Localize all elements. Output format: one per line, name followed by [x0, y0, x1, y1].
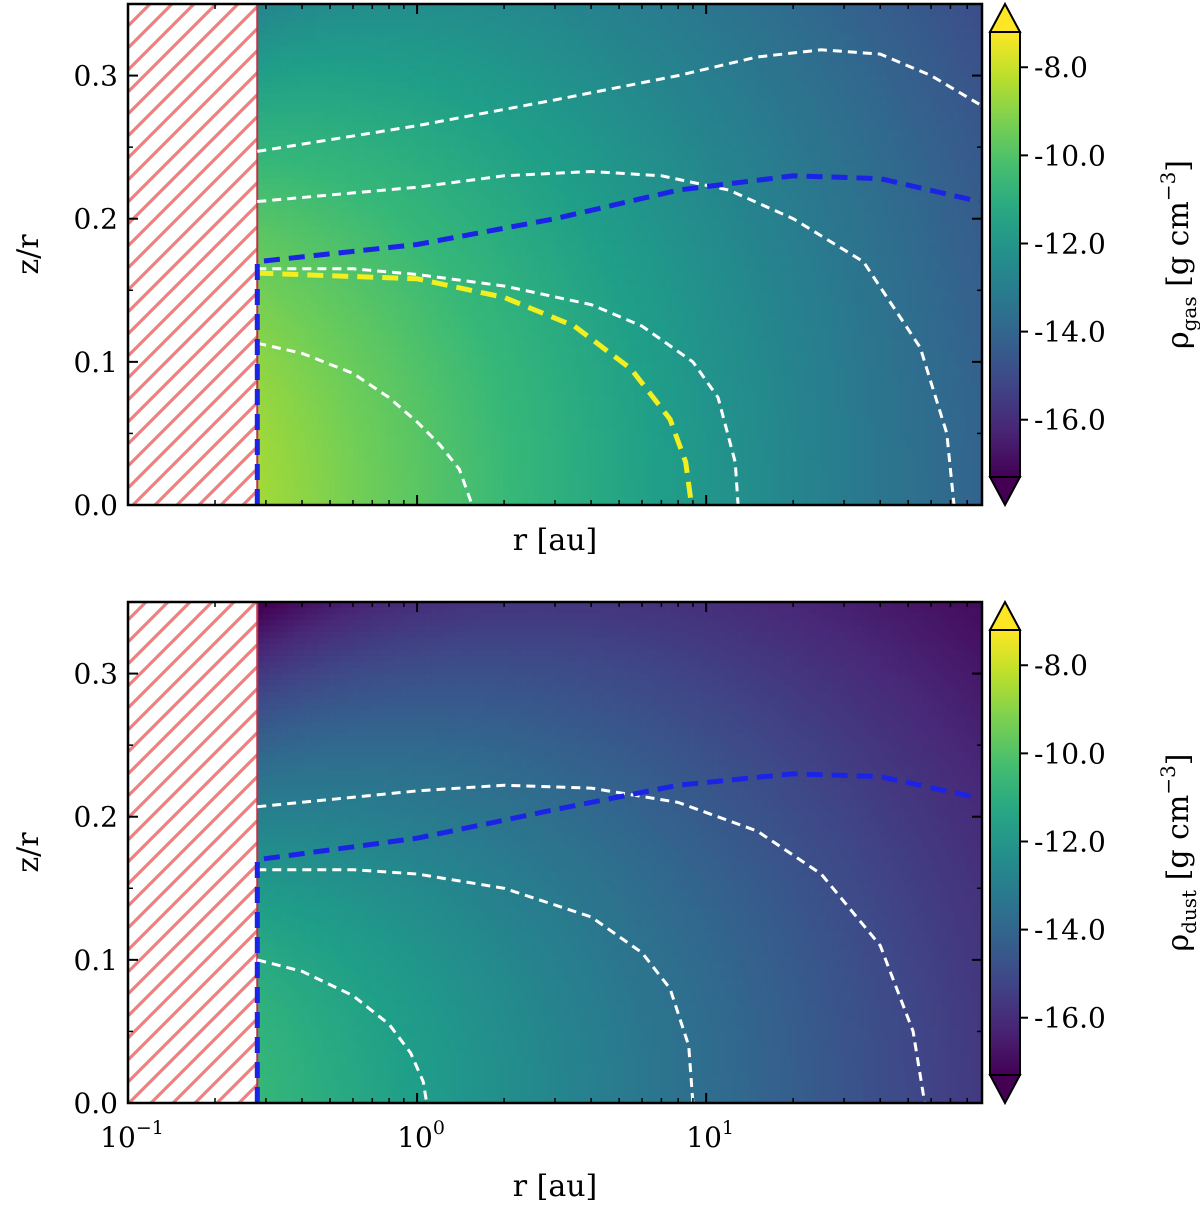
y-tick-label: 0.3 — [73, 60, 118, 93]
contour-blue-dashed-5 — [254, 173, 980, 505]
y-axis-label: z/r — [11, 234, 46, 275]
y-axis-label: z/r — [11, 832, 46, 873]
colorbar-tick-label: -8.0 — [1034, 51, 1088, 84]
x-tick-label: 101 — [686, 1117, 734, 1154]
colorbar-tick-label: -14.0 — [1034, 914, 1106, 947]
x-tick-label: 100 — [397, 1117, 445, 1154]
colorbar-tick-label: -16.0 — [1034, 404, 1106, 437]
density-field — [257, 4, 982, 505]
contour-blue-dashed-3 — [254, 771, 980, 1103]
colorbar-gradient — [990, 32, 1020, 477]
y-tick-label: 0.1 — [73, 346, 118, 379]
colorbar-tick-label: -14.0 — [1034, 316, 1106, 349]
masked-region-hatch — [128, 4, 258, 505]
colorbar-gradient — [990, 630, 1020, 1075]
colorbar-tick-label: -12.0 — [1034, 227, 1106, 260]
y-tick-label: 0.0 — [73, 1087, 118, 1120]
colorbar-extend-min-arrow — [988, 1074, 1022, 1106]
contour-white-dashed-2 — [257, 169, 956, 505]
colorbar-frame — [989, 629, 1021, 1076]
colorbar-extend-max-arrow — [988, 1, 1022, 33]
y-tick-label: 0.2 — [73, 203, 118, 236]
y-tick-label: 0.0 — [73, 489, 118, 522]
contour-white-dashed-1 — [257, 868, 695, 1103]
y-tick-label: 0.1 — [73, 944, 118, 977]
colorbar-tick-label: -10.0 — [1034, 139, 1106, 172]
colorbar-tick-label: -10.0 — [1034, 737, 1106, 770]
panel-top: 0.0 0.1 0.2 0.3 r [au] z/r -8.0 -10.0 -12.0 -14.0… — [11, 1, 1200, 558]
density-field — [257, 602, 982, 1103]
colorbar-extend-max-arrow — [988, 599, 1022, 631]
panel-bottom: 0.0 0.1 0.2 0.3 10−1 100 101 r [au] z/r -8.0 -10.0… — [11, 599, 1200, 1204]
contour-white-dashed-1 — [257, 267, 740, 505]
colorbar-extend-min-arrow — [988, 476, 1022, 508]
x-axis-label: r [au] — [513, 1169, 598, 1204]
colorbar: -8.0 -10.0 -12.0 -14.0 -16.0 ρgas [g cm−3] — [988, 1, 1200, 508]
contour-white-dashed-0 — [256, 958, 429, 1103]
contour-yellow-dashed-4 — [257, 270, 694, 505]
colorbar: -8.0 -10.0 -12.0 -14.0 -16.0 ρdust [g cm−3] — [988, 599, 1200, 1106]
x-axis-label: r [au] — [513, 523, 598, 558]
colorbar-tick-label: -12.0 — [1034, 825, 1106, 858]
colorbar-label: ρdust [g cm−3] — [1156, 753, 1200, 951]
colorbar-label: ρgas [g cm−3] — [1156, 160, 1200, 349]
masked-region-hatch — [128, 602, 258, 1103]
x-tick-label: 10−1 — [100, 1117, 164, 1154]
y-tick-label: 0.3 — [73, 658, 118, 691]
y-tick-label: 0.2 — [73, 801, 118, 834]
colorbar-frame — [989, 31, 1021, 478]
colorbar-tick-label: -8.0 — [1034, 649, 1088, 682]
colorbar-tick-label: -16.0 — [1034, 1002, 1106, 1035]
contour-white-dashed-2 — [257, 783, 927, 1103]
